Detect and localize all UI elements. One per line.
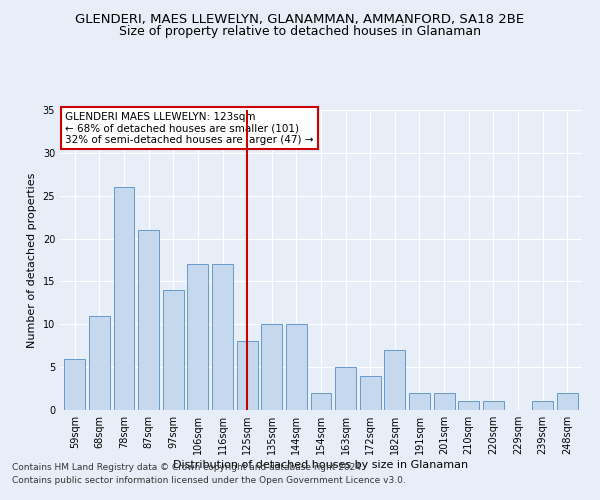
Bar bbox=[311, 393, 331, 410]
Bar bbox=[434, 393, 455, 410]
Bar bbox=[360, 376, 381, 410]
Bar bbox=[261, 324, 282, 410]
Bar bbox=[335, 367, 356, 410]
Bar bbox=[532, 402, 553, 410]
Bar bbox=[163, 290, 184, 410]
Text: GLENDERI, MAES LLEWELYN, GLANAMMAN, AMMANFORD, SA18 2BE: GLENDERI, MAES LLEWELYN, GLANAMMAN, AMMA… bbox=[76, 12, 524, 26]
Bar bbox=[64, 358, 85, 410]
Bar bbox=[483, 402, 504, 410]
Bar bbox=[89, 316, 110, 410]
X-axis label: Distribution of detached houses by size in Glanaman: Distribution of detached houses by size … bbox=[173, 460, 469, 470]
Bar bbox=[557, 393, 578, 410]
Text: GLENDERI MAES LLEWELYN: 123sqm
← 68% of detached houses are smaller (101)
32% of: GLENDERI MAES LLEWELYN: 123sqm ← 68% of … bbox=[65, 112, 314, 144]
Bar bbox=[212, 264, 233, 410]
Bar bbox=[385, 350, 406, 410]
Text: Contains public sector information licensed under the Open Government Licence v3: Contains public sector information licen… bbox=[12, 476, 406, 485]
Bar bbox=[187, 264, 208, 410]
Text: Size of property relative to detached houses in Glanaman: Size of property relative to detached ho… bbox=[119, 25, 481, 38]
Bar bbox=[286, 324, 307, 410]
Text: Contains HM Land Registry data © Crown copyright and database right 2024.: Contains HM Land Registry data © Crown c… bbox=[12, 464, 364, 472]
Bar bbox=[409, 393, 430, 410]
Bar bbox=[113, 187, 134, 410]
Bar bbox=[138, 230, 159, 410]
Y-axis label: Number of detached properties: Number of detached properties bbox=[27, 172, 37, 348]
Bar bbox=[236, 342, 257, 410]
Bar bbox=[458, 402, 479, 410]
